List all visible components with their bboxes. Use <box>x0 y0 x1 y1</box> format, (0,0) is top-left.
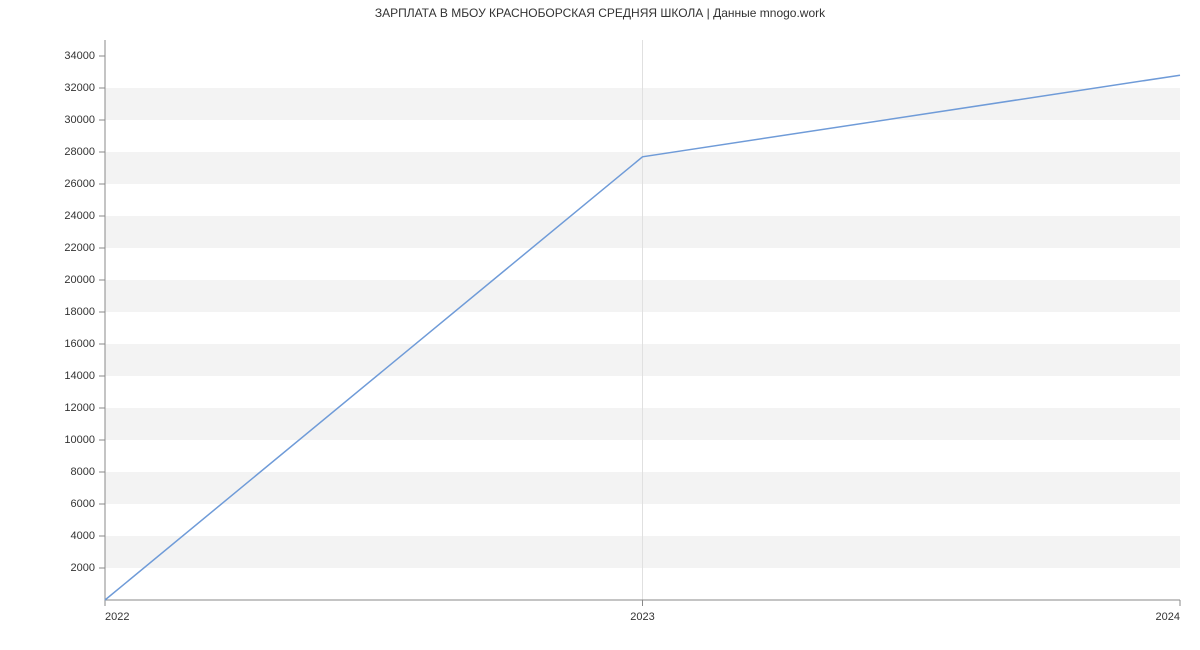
y-tick-label: 24000 <box>64 210 95 222</box>
y-tick-label: 10000 <box>64 434 95 446</box>
y-tick-label: 28000 <box>64 146 95 158</box>
y-tick-label: 32000 <box>64 82 95 94</box>
y-tick-label: 8000 <box>71 466 95 478</box>
y-tick-label: 34000 <box>64 50 95 62</box>
y-tick-label: 16000 <box>64 338 95 350</box>
y-tick-label: 18000 <box>64 306 95 318</box>
y-tick-label: 22000 <box>64 242 95 254</box>
y-tick-label: 2000 <box>71 562 95 574</box>
salary-line-chart: ЗАРПЛАТА В МБОУ КРАСНОБОРСКАЯ СРЕДНЯЯ ШК… <box>0 0 1200 650</box>
chart-title: ЗАРПЛАТА В МБОУ КРАСНОБОРСКАЯ СРЕДНЯЯ ШК… <box>0 6 1200 20</box>
x-tick-label: 2023 <box>630 611 654 623</box>
y-tick-label: 14000 <box>64 370 95 382</box>
y-tick-label: 6000 <box>71 498 95 510</box>
y-tick-label: 12000 <box>64 402 95 414</box>
y-tick-label: 4000 <box>71 530 95 542</box>
x-tick-label: 2022 <box>105 611 129 623</box>
y-tick-label: 20000 <box>64 274 95 286</box>
chart-svg: 2000 4000 6000 8000 10000 12000 14000 16000 1800… <box>0 0 1200 650</box>
y-tick-label: 30000 <box>64 114 95 126</box>
y-tick-label: 26000 <box>64 178 95 190</box>
x-tick-label: 2024 <box>1156 611 1180 623</box>
